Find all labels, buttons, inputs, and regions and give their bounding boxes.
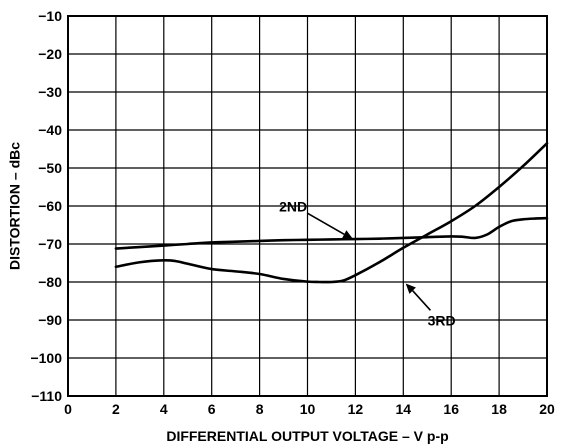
x-tick-label: 12	[348, 401, 364, 417]
y-tick-labels: −10 −20 −30 −40 −50 −60 −70 −80 −90 −100 −110	[30, 8, 62, 404]
y-tick-label: −90	[38, 312, 62, 328]
x-tick-label: 2	[112, 401, 120, 417]
y-axis-title: DISTORTION – dBc	[7, 142, 23, 270]
y-tick-label: −20	[38, 46, 62, 62]
series-line-3rd	[114, 142, 549, 284]
y-tick-label: −60	[38, 198, 62, 214]
y-tick-label: −100	[30, 350, 62, 366]
annotation-arrowhead-3rd	[405, 283, 416, 294]
x-tick-label: 4	[160, 401, 168, 417]
annotations: 2ND 3RD	[279, 198, 456, 328]
x-tick-label: 6	[208, 401, 216, 417]
x-tick-label: 20	[539, 401, 555, 417]
annotation-label-2nd: 2ND	[279, 198, 307, 214]
x-tick-label: 8	[256, 401, 264, 417]
y-tick-label: −80	[38, 274, 62, 290]
series-lines	[114, 142, 549, 284]
annotation-arrow-3rd	[412, 290, 432, 311]
y-tick-label: −30	[38, 84, 62, 100]
y-tick-label: −50	[38, 160, 62, 176]
series-line-2nd	[114, 216, 549, 250]
annotation-label-3rd: 3RD	[428, 312, 456, 328]
y-tick-label: −110	[31, 388, 62, 404]
x-tick-label: 10	[300, 401, 316, 417]
annotation-arrow-2nd	[306, 212, 345, 235]
x-axis-title: DIFFERENTIAL OUTPUT VOLTAGE – V p-p	[166, 428, 448, 444]
y-tick-label: −70	[38, 236, 62, 252]
x-tick-label: 16	[443, 401, 459, 417]
y-tick-label: −40	[38, 122, 62, 138]
x-tick-label: 14	[396, 401, 412, 417]
annotation-arrowhead-2nd	[342, 230, 353, 240]
x-tick-label: 18	[491, 401, 507, 417]
plot-frame	[67, 15, 548, 397]
x-tick-label: 0	[64, 401, 72, 417]
x-tick-labels: 0 2 4 6 8 10 12 14 16 18 20	[64, 401, 555, 417]
y-tick-label: −10	[38, 8, 62, 24]
